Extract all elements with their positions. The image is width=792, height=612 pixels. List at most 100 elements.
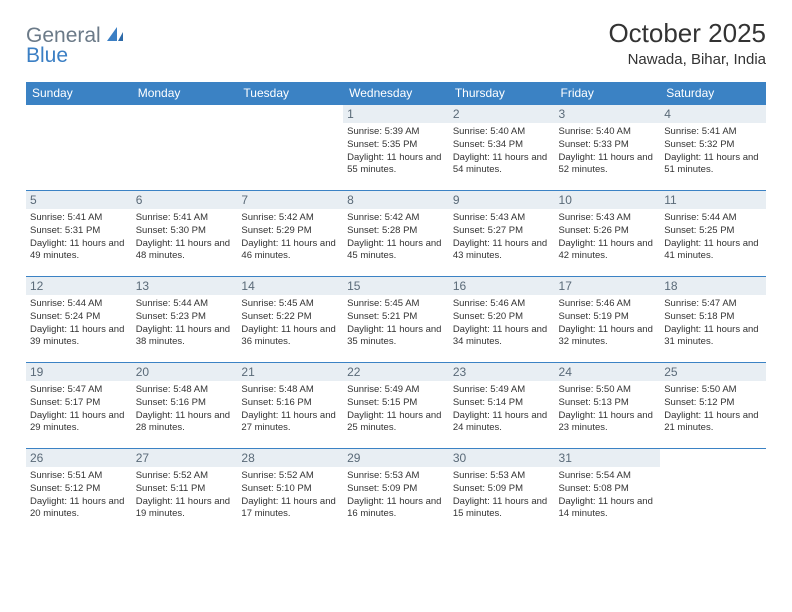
calendar-day-cell: 26Sunrise: 5:51 AMSunset: 5:12 PMDayligh… <box>26 449 132 535</box>
calendar-week-row: 12Sunrise: 5:44 AMSunset: 5:24 PMDayligh… <box>26 277 766 363</box>
calendar-day-cell: 9 Sunrise: 5:43 AMSunset: 5:27 PMDaylight… <box>449 191 555 277</box>
day-details: Sunrise: 5:43 AMSunset: 5:26 PMDaylight:… <box>559 212 657 263</box>
day-number: 14 <box>237 277 343 295</box>
day-number: 2 <box>449 105 555 123</box>
location: Nawada, Bihar, India <box>608 51 766 68</box>
calendar-day-cell: 20Sunrise: 5:48 AMSunset: 5:16 PMDayligh… <box>132 363 238 449</box>
calendar-day-cell: 10Sunrise: 5:43 AMSunset: 5:26 PMDayligh… <box>555 191 661 277</box>
day-details: Sunrise: 5:54 AMSunset: 5:08 PMDaylight:… <box>559 470 657 521</box>
calendar-day-cell: 11Sunrise: 5:44 AMSunset: 5:25 PMDayligh… <box>660 191 766 277</box>
day-details: Sunrise: 5:45 AMSunset: 5:21 PMDaylight:… <box>347 298 445 349</box>
day-details: Sunrise: 5:41 AMSunset: 5:30 PMDaylight:… <box>136 212 234 263</box>
day-number: 31 <box>555 449 661 467</box>
calendar-table: SundayMondayTuesdayWednesdayThursdayFrid… <box>26 82 766 535</box>
calendar-empty-cell <box>132 105 238 191</box>
day-number: 6 <box>132 191 238 209</box>
weekday-header: Thursday <box>449 82 555 105</box>
day-details: Sunrise: 5:53 AMSunset: 5:09 PMDaylight:… <box>347 470 445 521</box>
day-number: 7 <box>237 191 343 209</box>
header: General October 2025 Nawada, Bihar, Indi… <box>26 18 766 68</box>
day-details: Sunrise: 5:47 AMSunset: 5:18 PMDaylight:… <box>664 298 762 349</box>
calendar-day-cell: 22Sunrise: 5:49 AMSunset: 5:15 PMDayligh… <box>343 363 449 449</box>
calendar-day-cell: 16 Sunrise: 5:46 AMSunset: 5:20 PMDayligh… <box>449 277 555 363</box>
day-details: Sunrise: 5:50 AMSunset: 5:12 PMDaylight:… <box>664 384 762 435</box>
calendar-day-cell: 18 Sunrise: 5:47 AMSunset: 5:18 PMDayligh… <box>660 277 766 363</box>
calendar-day-cell: 2 Sunrise: 5:40 AMSunset: 5:34 PMDaylight… <box>449 105 555 191</box>
day-number: 16 <box>449 277 555 295</box>
day-details: Sunrise: 5:46 AMSunset: 5:19 PMDaylight:… <box>559 298 657 349</box>
weekday-header: Friday <box>555 82 661 105</box>
calendar-day-cell: 4 Sunrise: 5:41 AMSunset: 5:32 PMDaylight… <box>660 105 766 191</box>
calendar-day-cell: 31 Sunrise: 5:54 AMSunset: 5:08 PMDayligh… <box>555 449 661 535</box>
day-details: Sunrise: 5:48 AMSunset: 5:16 PMDaylight:… <box>136 384 234 435</box>
day-number: 13 <box>132 277 238 295</box>
calendar-day-cell: 8 Sunrise: 5:42 AMSunset: 5:28 PMDaylight… <box>343 191 449 277</box>
day-number: 28 <box>237 449 343 467</box>
day-details: Sunrise: 5:42 AMSunset: 5:28 PMDaylight:… <box>347 212 445 263</box>
day-details: Sunrise: 5:47 AMSunset: 5:17 PMDaylight:… <box>30 384 128 435</box>
calendar-week-row: 19 Sunrise: 5:47 AMSunset: 5:17 PMDayligh… <box>26 363 766 449</box>
calendar-week-row: 5 Sunrise: 5:41 AMSunset: 5:31 PMDaylight… <box>26 191 766 277</box>
weekday-header-row: SundayMondayTuesdayWednesdayThursdayFrid… <box>26 82 766 105</box>
day-number: 12 <box>26 277 132 295</box>
weekday-header: Tuesday <box>237 82 343 105</box>
calendar-day-cell: 14 Sunrise: 5:45 AMSunset: 5:22 PMDayligh… <box>237 277 343 363</box>
day-details: Sunrise: 5:49 AMSunset: 5:14 PMDaylight:… <box>453 384 551 435</box>
calendar-day-cell: 29 Sunrise: 5:53 AMSunset: 5:09 PMDayligh… <box>343 449 449 535</box>
calendar-day-cell: 5 Sunrise: 5:41 AMSunset: 5:31 PMDaylight… <box>26 191 132 277</box>
day-details: Sunrise: 5:52 AMSunset: 5:11 PMDaylight:… <box>136 470 234 521</box>
day-details: Sunrise: 5:45 AMSunset: 5:22 PMDaylight:… <box>241 298 339 349</box>
calendar-day-cell: 25 Sunrise: 5:50 AMSunset: 5:12 PMDayligh… <box>660 363 766 449</box>
calendar-empty-cell <box>237 105 343 191</box>
calendar-week-row: 26Sunrise: 5:51 AMSunset: 5:12 PMDayligh… <box>26 449 766 535</box>
day-number: 18 <box>660 277 766 295</box>
day-number: 21 <box>237 363 343 381</box>
day-details: Sunrise: 5:42 AMSunset: 5:29 PMDaylight:… <box>241 212 339 263</box>
day-number: 9 <box>449 191 555 209</box>
day-number: 25 <box>660 363 766 381</box>
month-title: October 2025 <box>608 18 766 49</box>
day-number: 8 <box>343 191 449 209</box>
day-number: 23 <box>449 363 555 381</box>
day-number: 11 <box>660 191 766 209</box>
day-number: 3 <box>555 105 661 123</box>
weekday-header: Saturday <box>660 82 766 105</box>
calendar-empty-cell <box>660 449 766 535</box>
weekday-header: Monday <box>132 82 238 105</box>
calendar-empty-cell <box>26 105 132 191</box>
calendar-week-row: 1 Sunrise: 5:39 AMSunset: 5:35 PMDaylight… <box>26 105 766 191</box>
calendar-day-cell: 3 Sunrise: 5:40 AMSunset: 5:33 PMDaylight… <box>555 105 661 191</box>
day-details: Sunrise: 5:40 AMSunset: 5:34 PMDaylight:… <box>453 126 551 177</box>
calendar-day-cell: 12Sunrise: 5:44 AMSunset: 5:24 PMDayligh… <box>26 277 132 363</box>
day-number: 22 <box>343 363 449 381</box>
day-details: Sunrise: 5:40 AMSunset: 5:33 PMDaylight:… <box>559 126 657 177</box>
calendar-day-cell: 19 Sunrise: 5:47 AMSunset: 5:17 PMDayligh… <box>26 363 132 449</box>
logo-sail-icon <box>105 25 125 48</box>
weekday-header: Wednesday <box>343 82 449 105</box>
calendar-day-cell: 13Sunrise: 5:44 AMSunset: 5:23 PMDayligh… <box>132 277 238 363</box>
calendar-day-cell: 27Sunrise: 5:52 AMSunset: 5:11 PMDayligh… <box>132 449 238 535</box>
day-number: 1 <box>343 105 449 123</box>
day-number: 4 <box>660 105 766 123</box>
day-number: 5 <box>26 191 132 209</box>
day-number: 19 <box>26 363 132 381</box>
calendar-day-cell: 15Sunrise: 5:45 AMSunset: 5:21 PMDayligh… <box>343 277 449 363</box>
calendar-day-cell: 30Sunrise: 5:53 AMSunset: 5:09 PMDayligh… <box>449 449 555 535</box>
calendar-day-cell: 17 Sunrise: 5:46 AMSunset: 5:19 PMDayligh… <box>555 277 661 363</box>
title-block: October 2025 Nawada, Bihar, India <box>608 18 766 68</box>
calendar-day-cell: 23 Sunrise: 5:49 AMSunset: 5:14 PMDayligh… <box>449 363 555 449</box>
day-number: 17 <box>555 277 661 295</box>
day-details: Sunrise: 5:39 AMSunset: 5:35 PMDaylight:… <box>347 126 445 177</box>
day-details: Sunrise: 5:43 AMSunset: 5:27 PMDaylight:… <box>453 212 551 263</box>
day-details: Sunrise: 5:50 AMSunset: 5:13 PMDaylight:… <box>559 384 657 435</box>
day-details: Sunrise: 5:52 AMSunset: 5:10 PMDaylight:… <box>241 470 339 521</box>
day-details: Sunrise: 5:41 AMSunset: 5:31 PMDaylight:… <box>30 212 128 263</box>
day-number: 30 <box>449 449 555 467</box>
day-number: 29 <box>343 449 449 467</box>
calendar-day-cell: 6 Sunrise: 5:41 AMSunset: 5:30 PMDaylight… <box>132 191 238 277</box>
weekday-header: Sunday <box>26 82 132 105</box>
day-details: Sunrise: 5:46 AMSunset: 5:20 PMDaylight:… <box>453 298 551 349</box>
calendar-day-cell: 7 Sunrise: 5:42 AMSunset: 5:29 PMDaylight… <box>237 191 343 277</box>
day-details: Sunrise: 5:41 AMSunset: 5:32 PMDaylight:… <box>664 126 762 177</box>
calendar-day-cell: 21Sunrise: 5:48 AMSunset: 5:16 PMDayligh… <box>237 363 343 449</box>
